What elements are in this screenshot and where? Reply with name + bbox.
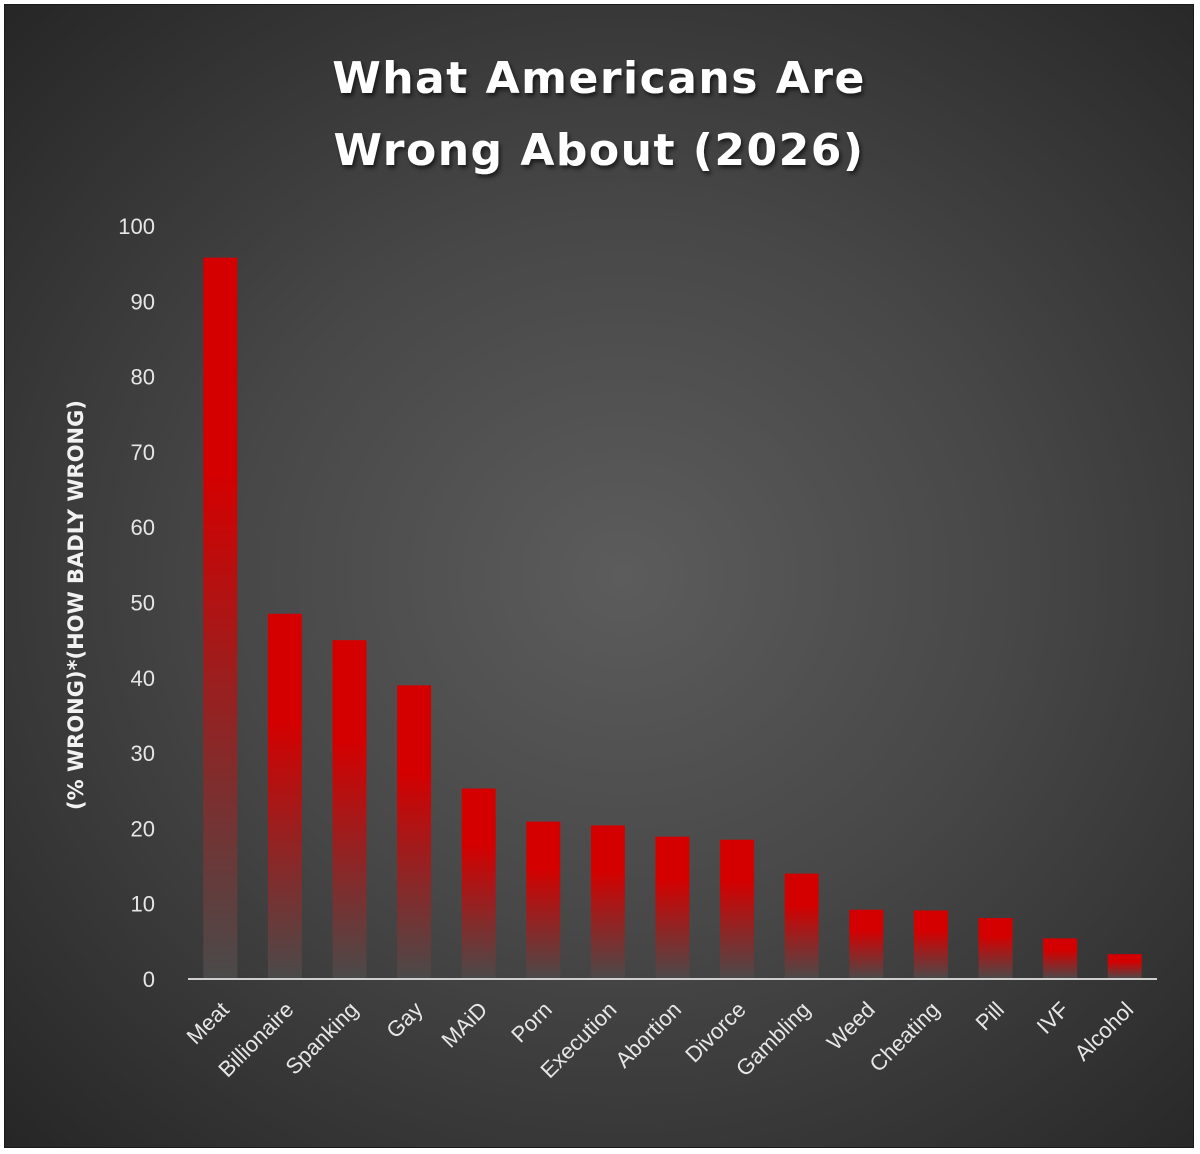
y-tick-label: 70 (131, 440, 155, 465)
bar-ivf (1043, 938, 1078, 979)
y-tick-label: 60 (131, 515, 155, 540)
bar-chart: What Americans Are Wrong About (2026) (%… (64, 53, 1157, 1083)
y-axis-label: (% WRONG)*(HOW BADLY WRONG) (64, 400, 88, 810)
y-tick-label: 20 (131, 816, 155, 841)
x-tick-label-alcohol: Alcohol (1070, 997, 1139, 1066)
y-tick-label: 40 (131, 666, 155, 691)
x-tick-label-cheating: Cheating (864, 997, 944, 1077)
x-tick-label-gay: Gay (381, 997, 427, 1043)
bar-cheating (913, 910, 948, 979)
bar-maid (461, 788, 496, 979)
bar-weed (849, 909, 884, 979)
y-tick-label: 30 (131, 741, 155, 766)
bar-pill (978, 918, 1013, 979)
x-tick-label-weed: Weed (822, 997, 880, 1055)
y-tick-label: 100 (118, 214, 155, 239)
bar-abortion (655, 836, 690, 979)
chart-title-line-1: What Americans Are (332, 53, 866, 104)
x-tick-label-ivf: IVF (1032, 997, 1074, 1039)
chart-title-line-2: Wrong About (2026) (334, 125, 865, 176)
x-tick-label-maid: MAiD (437, 997, 493, 1053)
x-tick-label-abortion: Abortion (610, 997, 686, 1073)
bar-spanking (332, 640, 367, 979)
bar-alcohol (1107, 954, 1142, 979)
bar-execution (590, 825, 625, 979)
y-tick-label: 10 (131, 892, 155, 917)
bar-gay (397, 685, 432, 979)
bar-divorce (720, 839, 755, 979)
x-tick-label-meat: Meat (182, 997, 234, 1049)
bar-billionaire (267, 613, 302, 979)
y-tick-label: 0 (143, 967, 155, 992)
chart-frame: What Americans Are Wrong About (2026) (%… (4, 4, 1194, 1148)
y-tick-label: 90 (131, 289, 155, 314)
x-tick-label-pill: Pill (971, 997, 1009, 1035)
bar-gambling (784, 873, 819, 979)
bar-meat (203, 257, 238, 980)
y-tick-label: 80 (131, 365, 155, 390)
y-tick-label: 50 (131, 591, 155, 616)
bars-group (203, 257, 1142, 980)
y-axis-ticks: 0 10 20 30 40 50 60 70 80 90 100 (118, 214, 155, 992)
bar-porn (526, 821, 561, 979)
x-tick-label-porn: Porn (506, 997, 557, 1048)
